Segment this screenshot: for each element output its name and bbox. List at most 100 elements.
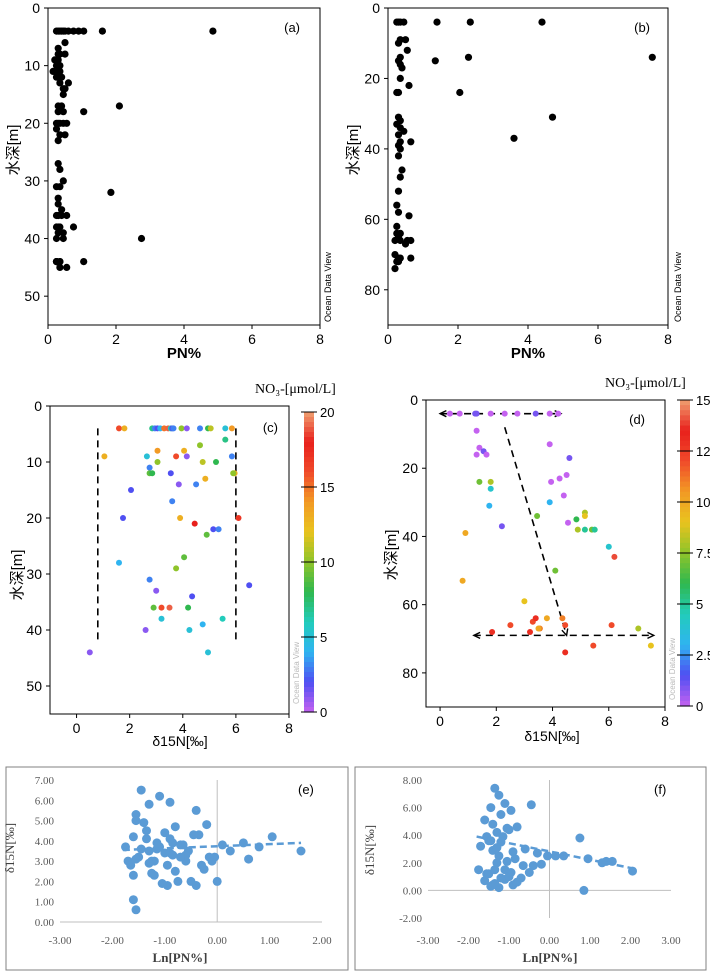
colorbar-tick-label: 0 — [696, 699, 703, 714]
data-point — [173, 565, 180, 572]
colorbar-segment — [680, 527, 690, 534]
panel-border — [5, 766, 349, 971]
y-axis-label: 水深[m] — [5, 125, 22, 176]
x-tick-label: 4 — [549, 713, 557, 729]
arrowhead — [647, 631, 656, 640]
colorbar-tick-label: 12.5 — [696, 444, 710, 459]
reference-lines — [438, 409, 656, 640]
colorbar-segment — [680, 517, 690, 523]
colorbar-segment — [680, 512, 690, 518]
colorbar-segment — [304, 687, 314, 693]
data-point — [61, 131, 69, 139]
x-tick-label: 4 — [524, 331, 532, 347]
data-point — [116, 559, 122, 566]
x-ticks: -3.00 -2.00 -1.00 0.00 1.00 2.00 3.00 — [417, 935, 682, 947]
colorbar-segment — [304, 532, 314, 538]
y-tick-label: 2.00 — [35, 876, 55, 888]
data-point — [183, 453, 190, 460]
colorbar-segment — [304, 512, 314, 518]
x-tick-label: 0 — [436, 713, 444, 729]
x-tick-label: 2.00 — [312, 935, 332, 947]
y-tick-label: 50 — [26, 678, 42, 694]
y-tick-label: 40 — [24, 231, 40, 247]
colorbar-segment — [680, 430, 690, 437]
data-point — [510, 854, 520, 864]
data-point — [155, 791, 165, 801]
data-point — [131, 854, 141, 864]
data-point — [80, 258, 88, 266]
data-point — [147, 868, 157, 878]
data-point — [222, 436, 229, 443]
colorbar-segment — [304, 522, 314, 528]
colorbar-segment — [680, 486, 690, 493]
data-point — [506, 805, 516, 815]
x-tick-label: 2 — [126, 720, 134, 736]
colorbar-segment — [680, 690, 690, 697]
data-point — [393, 88, 401, 97]
data-point — [191, 881, 201, 890]
data-point — [137, 234, 146, 243]
data-point — [483, 451, 490, 458]
data-point — [170, 866, 180, 876]
data-point — [56, 131, 64, 139]
colorbar-segment — [304, 502, 314, 508]
colorbar-segment — [680, 563, 690, 569]
ocean-data-view-watermark: Ocean Data View — [323, 252, 333, 322]
y-tick-label: -2.00 — [399, 913, 422, 925]
x-tick-label: 6 — [232, 720, 240, 736]
data-point — [165, 797, 175, 807]
data-point — [150, 604, 157, 611]
colorbar-segment — [680, 675, 690, 682]
data-point — [473, 427, 480, 434]
y-axis-label: 水深[m] — [345, 125, 362, 176]
x-tick-label: -3.00 — [49, 935, 72, 947]
x-tick-label: 0 — [73, 720, 81, 736]
data-point — [131, 905, 141, 915]
data-point — [59, 108, 67, 116]
panel-f: (f) Ln[PN%] δ15N[‰] -3.00 -2.00 -1.00 0.00 1… — [354, 766, 707, 971]
data-point — [398, 64, 406, 72]
y-axis-label: δ15N[‰] — [362, 825, 377, 875]
data-point — [61, 39, 69, 47]
data-point — [64, 27, 72, 35]
data-point — [502, 823, 512, 833]
y-tick-label: 5.00 — [35, 816, 55, 828]
data-point — [476, 478, 483, 485]
data-points — [49, 27, 217, 271]
data-point — [56, 258, 64, 266]
x-tick-label: 8 — [316, 331, 324, 347]
data-point — [215, 526, 222, 533]
y-axis-label: 水深[m] — [383, 530, 400, 581]
colorbar-segment — [680, 619, 690, 625]
data-point — [197, 442, 203, 449]
colorbar-segment — [304, 607, 314, 613]
y-tick-label: 8.00 — [403, 775, 423, 787]
colorbar-segment — [680, 583, 690, 590]
colorbar-segment — [680, 634, 690, 641]
data-point — [500, 799, 510, 808]
data-point — [504, 872, 514, 882]
data-point — [565, 519, 571, 526]
data-point — [487, 485, 494, 492]
data-point — [49, 67, 57, 75]
data-point — [480, 815, 490, 825]
colorbar-tick-label: 7.5 — [696, 546, 710, 561]
colorbar-segment — [680, 593, 690, 600]
data-point — [546, 499, 553, 506]
data-point — [405, 212, 413, 220]
data-point — [205, 649, 211, 656]
colorbar-segment — [680, 491, 690, 498]
colorbar-segment — [680, 553, 690, 559]
x-axis-label: δ15N[‰] — [152, 733, 207, 749]
colorbar-segment — [304, 452, 314, 458]
data-point — [98, 27, 106, 35]
colorbar-segment — [680, 456, 690, 462]
data-point — [52, 62, 61, 70]
data-point — [136, 844, 146, 854]
data-point — [54, 160, 62, 168]
data-point — [396, 236, 404, 245]
y-axis-label: δ15N[‰] — [2, 823, 17, 873]
data-point — [56, 263, 64, 271]
data-point — [521, 598, 528, 605]
data-point — [54, 56, 62, 64]
